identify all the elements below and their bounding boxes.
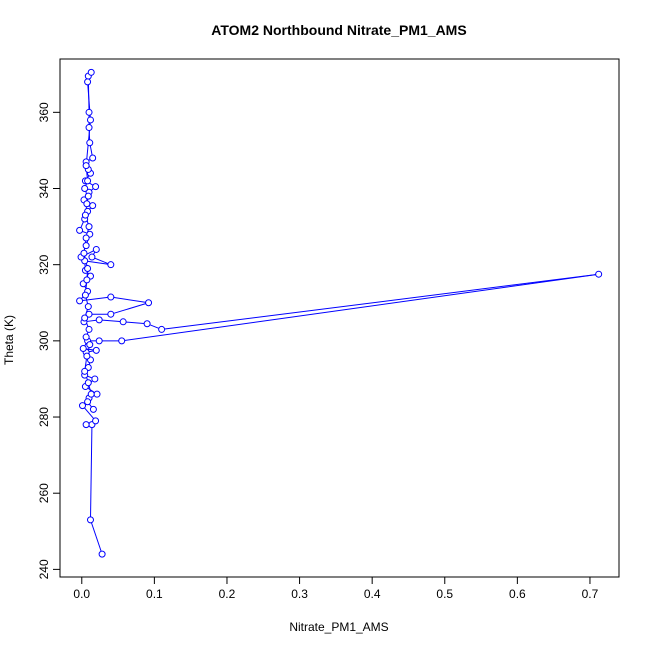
data-point — [95, 316, 103, 324]
y-axis: 240 260 280 300 320 340 360 — [37, 102, 60, 579]
data-point — [89, 202, 97, 210]
data-point — [143, 320, 151, 328]
data-point — [92, 417, 100, 425]
data-point — [89, 405, 97, 413]
data-point — [81, 314, 89, 322]
data-point — [145, 299, 153, 307]
x-tick-label: 0.7 — [582, 587, 599, 601]
series-line-segment — [121, 273, 599, 342]
data-point — [119, 318, 127, 326]
data-point — [82, 162, 90, 170]
data-point — [98, 550, 106, 558]
data-point — [89, 154, 97, 162]
data-point — [91, 375, 99, 383]
data-point — [107, 261, 115, 269]
data-point — [92, 183, 100, 191]
data-point — [85, 124, 93, 132]
data-point — [76, 226, 84, 234]
data-point — [86, 116, 94, 124]
data-point — [76, 297, 84, 305]
data-point — [81, 367, 89, 375]
x-tick-label: 0.1 — [146, 587, 163, 601]
data-point — [118, 337, 126, 345]
data-point — [80, 249, 88, 257]
data-point — [83, 200, 91, 208]
series-line-segment — [161, 273, 599, 330]
data-point — [107, 293, 115, 301]
data-point — [79, 402, 87, 410]
y-tick-label: 360 — [37, 102, 51, 122]
x-axis-label: Nitrate_PM1_AMS — [289, 620, 388, 634]
data-point — [88, 253, 96, 261]
series-line-segment — [110, 302, 149, 315]
data-point — [86, 341, 94, 349]
data-point — [92, 245, 100, 253]
data-point — [86, 516, 94, 524]
data-point — [84, 192, 92, 200]
x-tick-label: 0.2 — [219, 587, 236, 601]
series-line-segment — [84, 260, 111, 266]
data-point — [84, 398, 92, 406]
data-point — [81, 291, 89, 299]
y-tick-label: 300 — [37, 331, 51, 351]
data-point — [95, 337, 103, 345]
x-axis: 0.0 0.1 0.2 0.3 0.4 0.5 0.6 0.7 — [73, 577, 599, 601]
chart-title: ATOM2 Northbound Nitrate_PM1_AMS — [211, 22, 466, 38]
data-point — [84, 303, 92, 311]
series-points — [76, 68, 603, 558]
data-point — [82, 333, 90, 341]
data-point — [84, 379, 92, 387]
data-point — [87, 390, 95, 398]
data-point — [595, 270, 603, 278]
x-tick-label: 0.3 — [291, 587, 308, 601]
data-point — [85, 223, 93, 231]
y-axis-label: Theta (K) — [2, 315, 16, 365]
series-line-segment — [90, 519, 103, 555]
data-point — [84, 264, 92, 272]
x-tick-label: 0.0 — [73, 587, 90, 601]
data-point — [83, 276, 91, 284]
data-point — [82, 234, 90, 242]
series-line-segment — [110, 296, 149, 304]
data-point — [92, 346, 100, 354]
data-point — [79, 344, 87, 352]
plot-frame — [59, 58, 620, 578]
data-point — [158, 325, 166, 333]
data-point — [84, 78, 92, 86]
x-tick-label: 0.6 — [509, 587, 526, 601]
series-line-segment — [123, 321, 148, 325]
data-point — [84, 177, 92, 185]
data-point — [82, 242, 90, 250]
data-point — [85, 108, 93, 116]
y-tick-label: 320 — [37, 254, 51, 274]
x-tick-label: 0.5 — [436, 587, 453, 601]
series-line-segment — [99, 319, 124, 323]
y-tick-label: 240 — [37, 559, 51, 579]
data-point — [81, 185, 89, 192]
data-point — [81, 211, 89, 219]
data-point — [87, 68, 95, 76]
data-point — [85, 310, 93, 318]
y-tick-label: 340 — [37, 178, 51, 198]
y-tick-label: 280 — [37, 407, 51, 427]
data-point — [107, 310, 115, 318]
data-point — [93, 390, 101, 398]
data-point — [86, 139, 94, 147]
series-line-segment — [89, 424, 93, 520]
data-point — [83, 352, 91, 360]
x-tick-label: 0.4 — [364, 587, 381, 601]
data-point — [82, 421, 90, 429]
series-line-segment — [79, 296, 111, 302]
data-point — [85, 325, 93, 333]
y-tick-label: 260 — [37, 483, 51, 503]
